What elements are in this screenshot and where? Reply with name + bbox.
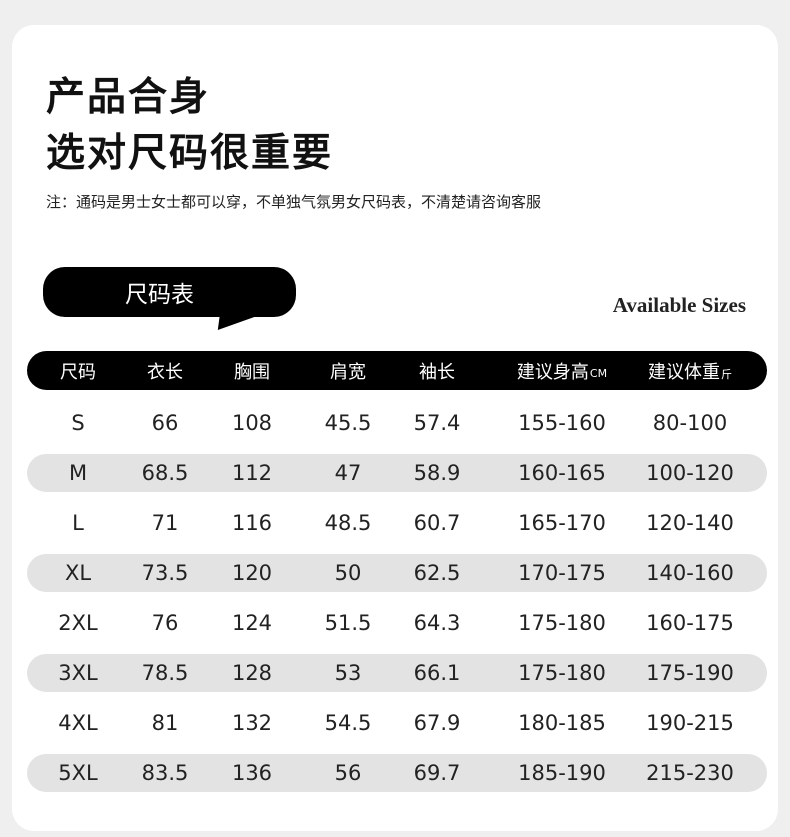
column-header: 肩宽 xyxy=(330,351,366,390)
table-cell: 160-165 xyxy=(518,461,606,485)
table-cell: 170-175 xyxy=(518,561,606,585)
table-cell: 120 xyxy=(231,561,273,585)
column-header-unit: CM xyxy=(589,367,608,380)
table-cell: 57.4 xyxy=(413,411,461,435)
table-cell: 66 xyxy=(151,411,179,435)
table-cell: 116 xyxy=(231,511,273,535)
column-header: 建议身高 CM xyxy=(517,351,607,390)
table-cell: 54.5 xyxy=(324,711,372,735)
table-cell: 58.9 xyxy=(413,461,461,485)
column-header-label: 建议身高 xyxy=(516,361,589,383)
table-cell: 80-100 xyxy=(652,411,728,435)
table-cell: 215-230 xyxy=(646,761,734,785)
table-cell: 175-190 xyxy=(646,661,734,685)
table-cell: S xyxy=(71,411,85,435)
column-header: 尺码 xyxy=(60,351,96,390)
table-cell: 175-180 xyxy=(518,611,606,635)
table-cell: 108 xyxy=(231,411,273,435)
table-cell: 71 xyxy=(151,511,179,535)
table-cell: 78.5 xyxy=(141,661,189,685)
column-header-label: 胸围 xyxy=(234,361,270,383)
bubble-label: 尺码表 xyxy=(125,282,194,308)
table-cell: 128 xyxy=(231,661,273,685)
table-cell: 68.5 xyxy=(141,461,189,485)
table-cell: XL xyxy=(64,561,92,585)
note-text: 注：通码是男士女士都可以穿，不单独气氛男女尺码表，不清楚请咨询客服 xyxy=(46,193,542,211)
table-cell: 190-215 xyxy=(646,711,734,735)
table-cell: 50 xyxy=(334,561,362,585)
table-cell: 165-170 xyxy=(518,511,606,535)
table-cell: 83.5 xyxy=(141,761,189,785)
heading-line1: 产品合身 xyxy=(46,75,211,120)
table-row: S 66 108 45.5 57.4 155-160 80-100 xyxy=(27,404,767,442)
table-cell: 4XL xyxy=(58,711,98,735)
table-cell: 136 xyxy=(231,761,273,785)
table-cell: 140-160 xyxy=(646,561,734,585)
table-cell: 64.3 xyxy=(413,611,461,635)
column-header: 袖长 xyxy=(419,351,455,390)
table-cell: M xyxy=(68,461,88,485)
table-cell: 48.5 xyxy=(324,511,372,535)
column-header-label: 尺码 xyxy=(60,361,96,383)
table-cell: 185-190 xyxy=(518,761,606,785)
table-row: 2XL 76 124 51.5 64.3 175-180 160-175 xyxy=(27,604,767,642)
table-cell: 76 xyxy=(151,611,179,635)
table-cell: 132 xyxy=(231,711,273,735)
table-cell: 112 xyxy=(231,461,273,485)
table-cell: 175-180 xyxy=(518,661,606,685)
table-cell: 160-175 xyxy=(646,611,734,635)
table-cell: L xyxy=(72,511,84,535)
column-header-label: 衣长 xyxy=(147,361,183,383)
table-cell: 53 xyxy=(334,661,362,685)
table-cell: 2XL xyxy=(58,611,98,635)
table-cell: 3XL xyxy=(58,661,98,685)
column-header: 建议体重斤 xyxy=(648,351,732,390)
available-sizes-label: Available Sizes xyxy=(612,293,746,317)
column-header: 胸围 xyxy=(234,351,270,390)
table-cell: 120-140 xyxy=(646,511,734,535)
table-cell: 45.5 xyxy=(324,411,372,435)
table-cell: 124 xyxy=(231,611,273,635)
column-header: 衣长 xyxy=(147,351,183,390)
table-cell: 66.1 xyxy=(413,661,461,685)
table-row: 4XL 81 132 54.5 67.9 180-185 190-215 xyxy=(27,704,767,742)
table-cell: 47 xyxy=(334,461,362,485)
table-cell: 62.5 xyxy=(413,561,461,585)
table-cell: 155-160 xyxy=(518,411,606,435)
table-cell: 81 xyxy=(151,711,179,735)
table-row: 3XL 78.5 128 53 66.1 175-180 175-190 xyxy=(27,654,767,692)
column-header-label: 肩宽 xyxy=(330,361,366,383)
table-cell: 67.9 xyxy=(413,711,461,735)
table-row: M 68.5 112 47 58.9 160-165 100-120 xyxy=(27,454,767,492)
table-cell: 69.7 xyxy=(413,761,461,785)
column-header-label: 袖长 xyxy=(419,361,455,383)
size-chart-card xyxy=(12,25,778,831)
table-cell: 180-185 xyxy=(518,711,606,735)
table-cell: 5XL xyxy=(58,761,98,785)
table-cell: 100-120 xyxy=(646,461,734,485)
table-cell: 73.5 xyxy=(141,561,189,585)
table-row: L 71 116 48.5 60.7 165-170 120-140 xyxy=(27,504,767,542)
column-header-unit: 斤 xyxy=(721,367,732,381)
table-row: XL 73.5 120 50 62.5 170-175 140-160 xyxy=(27,554,767,592)
table-row: 5XL 83.5 136 56 69.7 185-190 215-230 xyxy=(27,754,767,792)
table-cell: 56 xyxy=(334,761,362,785)
table-header: 尺码 衣长 胸围 肩宽 袖长 建议身高 CM 建议体重斤 xyxy=(27,351,767,390)
column-header-label: 建议体重 xyxy=(648,361,720,383)
heading-line2: 选对尺码很重要 xyxy=(46,131,334,176)
speech-bubble-size-chart: 尺码表 xyxy=(43,267,296,317)
table-cell: 60.7 xyxy=(413,511,461,535)
table-cell: 51.5 xyxy=(324,611,372,635)
